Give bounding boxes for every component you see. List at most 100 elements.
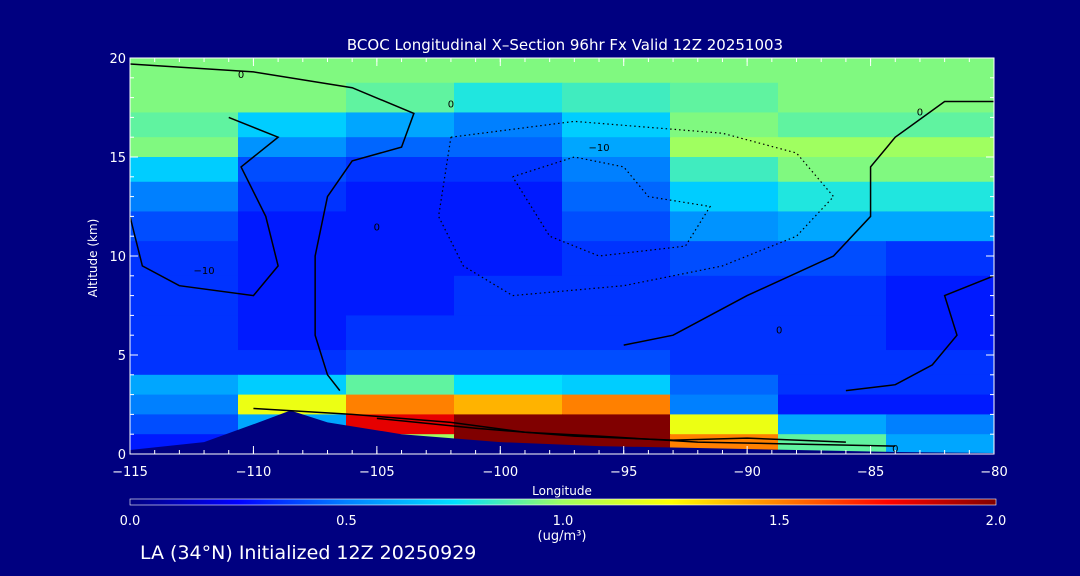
field-cell — [778, 374, 887, 396]
field-cell — [454, 82, 563, 114]
contour-lines: 0 0 −10 0 −10 0 0 0 — [130, 63, 994, 454]
field-cell — [238, 211, 347, 242]
field-cell — [346, 181, 455, 213]
contour-line — [623, 100, 994, 346]
colorbar: 0.0 0.5 1.0 1.5 2.0 — [120, 498, 1007, 529]
field-cell — [778, 82, 887, 114]
field-cell — [886, 58, 994, 84]
field-cell — [130, 275, 239, 316]
field-cell — [130, 241, 239, 277]
field-cell — [886, 374, 994, 396]
y-axis-label: Altitude (km) — [86, 219, 100, 298]
field-cell — [562, 275, 671, 316]
field-cell — [886, 137, 994, 158]
contour-line — [130, 63, 415, 392]
field-cell — [562, 137, 671, 158]
field-cell — [778, 58, 887, 84]
field-cell — [130, 82, 239, 114]
field-cell — [346, 241, 455, 277]
field-cell — [562, 181, 671, 213]
field-cell — [130, 157, 239, 183]
contour-line — [845, 275, 994, 392]
y-tick-label: 15 — [109, 151, 126, 166]
field-cell — [562, 394, 671, 415]
field-cell — [346, 394, 455, 415]
terrain — [130, 410, 994, 454]
contour-label: −10 — [588, 143, 609, 154]
x-tick-label: −80 — [980, 465, 1007, 480]
field-cell — [346, 315, 455, 351]
y-tick-label: 0 — [118, 448, 126, 463]
field-cell — [454, 275, 563, 316]
field-cell — [454, 350, 563, 376]
field-cell — [562, 374, 671, 396]
x-tick-label: −90 — [733, 465, 760, 480]
field-cell — [778, 315, 887, 351]
contour-line — [130, 116, 280, 297]
field-cell — [670, 211, 779, 242]
field-cell — [130, 112, 239, 138]
field-cell — [670, 275, 779, 316]
colorbar-tick-label: 0.5 — [336, 514, 357, 529]
field-cell — [886, 394, 994, 415]
field-cell — [778, 241, 887, 277]
x-axis-label: Longitude — [532, 484, 592, 498]
field-cell — [454, 374, 563, 396]
field-cell — [238, 275, 347, 316]
field-cell — [778, 181, 887, 213]
field-cell — [886, 82, 994, 114]
field-cell — [130, 58, 239, 84]
field-cell — [130, 414, 239, 435]
field-cell — [778, 157, 887, 183]
field-cell — [238, 374, 347, 396]
colorbar-tick-label: 1.5 — [769, 514, 790, 529]
contour-label: 0 — [776, 325, 782, 336]
field-cell — [670, 181, 779, 213]
field-cell — [670, 350, 779, 376]
field-cell — [562, 157, 671, 183]
field-cell — [130, 181, 239, 213]
field-cell — [886, 211, 994, 242]
x-tick-label: −115 — [112, 465, 148, 480]
field-cell — [238, 82, 347, 114]
y-tick-label: 5 — [118, 349, 126, 364]
field-cell — [670, 374, 779, 396]
field-cell — [346, 374, 455, 396]
field-cell — [886, 181, 994, 213]
field-cell — [670, 157, 779, 183]
field-cell — [454, 241, 563, 277]
field-cell — [778, 414, 887, 435]
field-cell — [130, 315, 239, 351]
field-cell — [454, 181, 563, 213]
field-cell — [778, 112, 887, 138]
field-cell — [130, 350, 239, 376]
concentration-field — [130, 58, 994, 454]
x-tick-label: −110 — [236, 465, 272, 480]
field-cell — [778, 350, 887, 376]
contour-line — [437, 120, 835, 297]
field-cell — [346, 58, 455, 84]
field-cell — [238, 181, 347, 213]
field-cell — [130, 211, 239, 242]
field-cell — [346, 157, 455, 183]
field-cell — [238, 137, 347, 158]
chart-title: BCOC Longitudinal X–Section 96hr Fx Vali… — [347, 36, 783, 54]
field-cell — [238, 157, 347, 183]
contour-label: 0 — [448, 100, 454, 111]
field-cell — [886, 241, 994, 277]
field-cell — [778, 137, 887, 158]
field-cell — [238, 350, 347, 376]
field-cell — [886, 414, 994, 435]
field-cell — [346, 350, 455, 376]
field-cell — [562, 211, 671, 242]
field-cell — [238, 241, 347, 277]
contour-label: 0 — [238, 70, 244, 81]
contour-line — [253, 407, 896, 447]
field-cell — [454, 157, 563, 183]
field-cell — [346, 275, 455, 316]
field-cell — [886, 315, 994, 351]
colorbar-tick-label: 2.0 — [986, 514, 1007, 529]
field-cell — [670, 315, 779, 351]
field-cell — [238, 315, 347, 351]
